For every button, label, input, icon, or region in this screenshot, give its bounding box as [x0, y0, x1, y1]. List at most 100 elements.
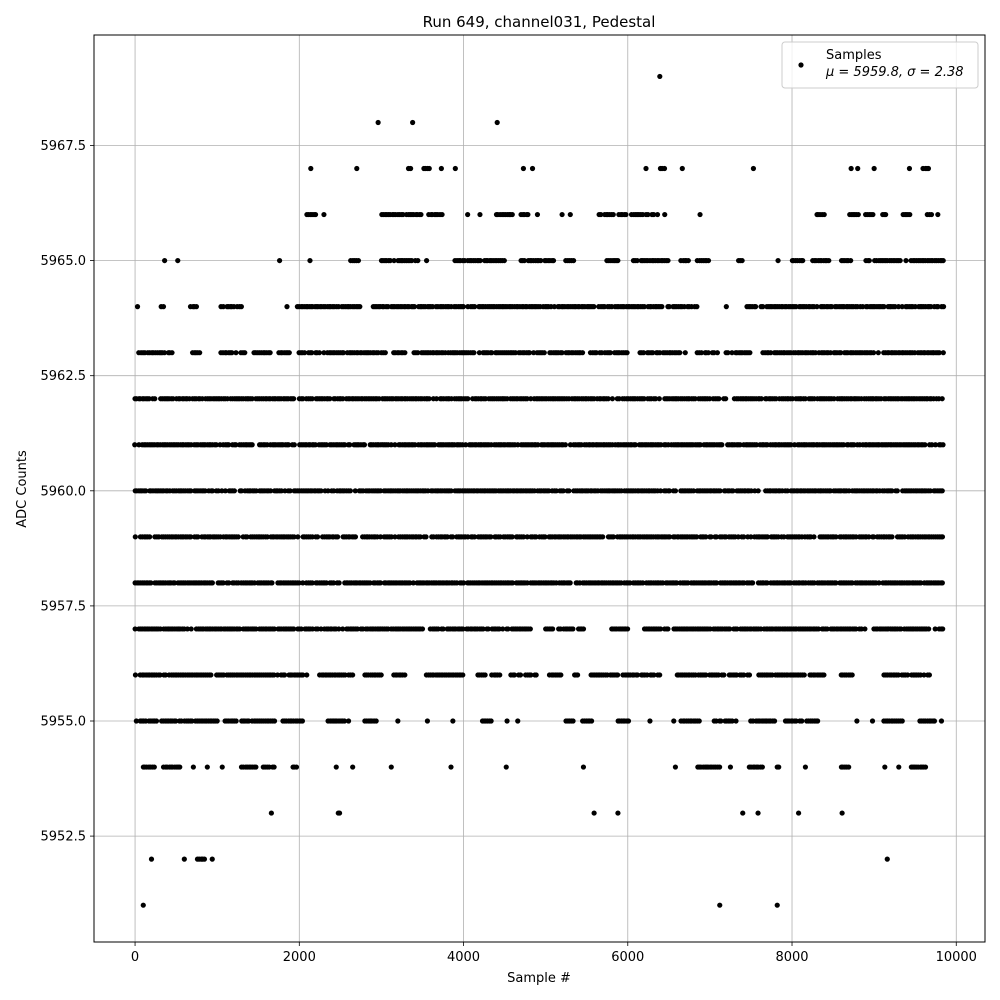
- data-point: [309, 350, 315, 356]
- data-point: [750, 580, 756, 586]
- data-point: [848, 257, 854, 264]
- data-point: [875, 350, 881, 356]
- x-axis-label: Sample #: [507, 971, 571, 986]
- data-point: [233, 718, 239, 724]
- data-point: [143, 488, 149, 494]
- data-point: [373, 718, 379, 724]
- data-point: [477, 211, 483, 218]
- data-point: [771, 718, 778, 724]
- data-point: [325, 488, 331, 494]
- data-point: [884, 856, 890, 862]
- data-point: [336, 580, 342, 586]
- data-point: [855, 165, 861, 172]
- data-point: [152, 396, 158, 402]
- data-point: [929, 442, 935, 448]
- data-point: [907, 211, 913, 218]
- data-point: [226, 580, 232, 586]
- data-point: [801, 672, 807, 678]
- data-point: [376, 396, 382, 402]
- data-point: [838, 350, 844, 356]
- data-point: [764, 580, 770, 586]
- data-point: [651, 211, 657, 218]
- data-point: [697, 442, 703, 448]
- data-point: [717, 902, 723, 908]
- data-point: [862, 626, 868, 632]
- data-point: [489, 350, 495, 356]
- data-point: [727, 764, 734, 770]
- data-point: [925, 165, 932, 172]
- data-point: [657, 672, 663, 678]
- data-point: [535, 442, 541, 448]
- data-point: [433, 396, 440, 402]
- data-point: [524, 396, 530, 402]
- data-point: [450, 534, 456, 540]
- y-axis-label: ADC Counts: [15, 450, 30, 528]
- data-point: [264, 534, 270, 540]
- data-point: [274, 672, 281, 678]
- x-tick-label: 6000: [611, 950, 644, 965]
- data-point: [747, 350, 753, 356]
- legend: Samples μ = 5959.8, σ = 2.38: [781, 41, 979, 89]
- data-point: [463, 442, 469, 448]
- data-point: [940, 626, 946, 632]
- data-point: [291, 442, 297, 448]
- data-point: [267, 350, 273, 356]
- data-point: [352, 488, 358, 494]
- data-point: [846, 764, 852, 770]
- data-point: [336, 810, 343, 816]
- data-point: [651, 672, 657, 678]
- data-point: [926, 626, 932, 632]
- data-point: [238, 304, 244, 310]
- data-point: [899, 718, 905, 724]
- data-point: [591, 810, 597, 816]
- data-point: [299, 718, 306, 724]
- data-point: [480, 626, 486, 632]
- data-point: [871, 534, 877, 540]
- data-point: [713, 580, 720, 586]
- data-point: [927, 488, 933, 494]
- data-point: [391, 257, 397, 264]
- data-point: [802, 396, 808, 402]
- data-point: [347, 442, 353, 448]
- data-point: [748, 534, 754, 540]
- data-point: [133, 718, 139, 724]
- data-point: [209, 580, 215, 586]
- data-point: [286, 350, 292, 356]
- data-point: [312, 442, 319, 448]
- data-point: [461, 580, 467, 586]
- data-point: [354, 165, 360, 172]
- data-point: [444, 534, 450, 540]
- data-point: [935, 304, 941, 310]
- legend-box: [781, 41, 979, 89]
- data-point: [269, 580, 275, 586]
- data-point: [643, 165, 649, 172]
- data-point: [438, 165, 444, 172]
- data-point: [932, 626, 938, 632]
- data-point: [768, 350, 774, 356]
- data-point: [567, 211, 573, 218]
- data-point: [871, 350, 877, 356]
- data-point: [624, 350, 630, 356]
- data-point: [511, 672, 518, 678]
- data-point: [641, 396, 647, 402]
- y-tick-label: 5955.0: [41, 715, 87, 730]
- data-point: [848, 165, 854, 172]
- data-point: [697, 211, 703, 218]
- data-point: [718, 718, 724, 724]
- data-point: [558, 672, 564, 678]
- data-point: [656, 396, 662, 402]
- data-point: [465, 211, 471, 218]
- data-point: [760, 304, 766, 310]
- data-point: [855, 211, 861, 218]
- data-point: [598, 211, 604, 218]
- data-point: [793, 718, 799, 724]
- data-point: [538, 257, 544, 264]
- data-point: [509, 211, 515, 218]
- data-point: [694, 534, 700, 540]
- data-point: [312, 211, 319, 218]
- data-point: [504, 718, 510, 724]
- data-point: [764, 534, 771, 540]
- data-point: [190, 764, 196, 770]
- data-point: [314, 534, 321, 540]
- data-point: [588, 718, 595, 724]
